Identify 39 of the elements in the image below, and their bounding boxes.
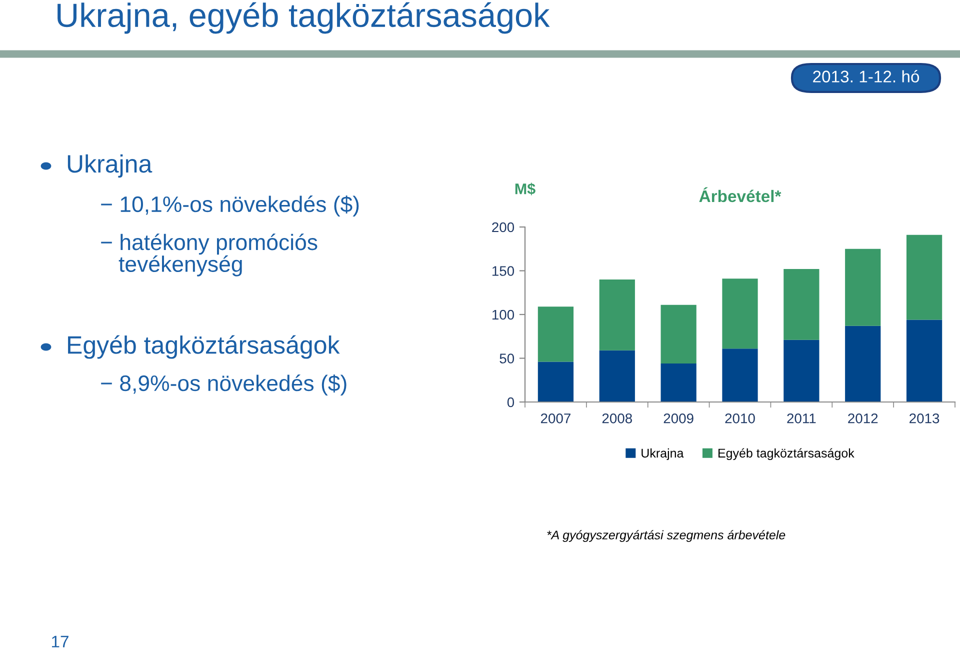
bar (784, 340, 820, 402)
bar (660, 304, 696, 364)
x-tick-label: 2011 (787, 413, 816, 424)
x-tick-label: 2007 (540, 413, 570, 424)
y-tick-label: 200 (492, 222, 514, 232)
bar (906, 320, 942, 402)
y-tick-label: 150 (492, 266, 514, 276)
chart-title: Ukrajna, egyéb tagköztársaságok (58, 2, 550, 34)
bar (784, 269, 820, 340)
x-tick-label: 2008 (602, 413, 632, 424)
bar (722, 278, 758, 349)
text: Egyéb tagköztársaságok (68, 335, 340, 359)
chart-subtitle: Árbevétel* (699, 187, 782, 202)
bar (722, 348, 758, 402)
text: 2013. 1-12. hó (813, 70, 920, 82)
legend-label: Egyéb tagköztársaságok (718, 448, 854, 460)
y-tick-label: 100 (492, 310, 514, 320)
x-tick-label: 2010 (725, 413, 755, 424)
bar (906, 234, 942, 320)
x-tick-label: 2012 (848, 413, 878, 424)
bar (599, 280, 635, 350)
bar (660, 364, 696, 402)
x-tick-label: 2009 (664, 413, 694, 424)
x-tick-label: 2013 (910, 413, 940, 424)
text: − hatékony promóciós tevékenység (101, 234, 318, 276)
bar (538, 306, 574, 362)
bar (845, 248, 881, 326)
text: *A gyógyszergyártási szegmens árbevétele (547, 530, 786, 542)
bar (538, 362, 574, 402)
y-tick-label: 50 (500, 354, 514, 364)
bar (599, 350, 635, 402)
legend-label: Ukrajna (642, 448, 684, 460)
text: 17 (52, 636, 68, 648)
text: − 8,9%-os növekedés ($) (101, 374, 346, 396)
y-axis-title: M$ (515, 182, 536, 196)
text: Ukrajna (68, 154, 152, 178)
bar (845, 326, 881, 402)
y-tick-label: 0 (507, 397, 514, 408)
text: − 10,1%-os növekedés ($) (101, 195, 359, 217)
